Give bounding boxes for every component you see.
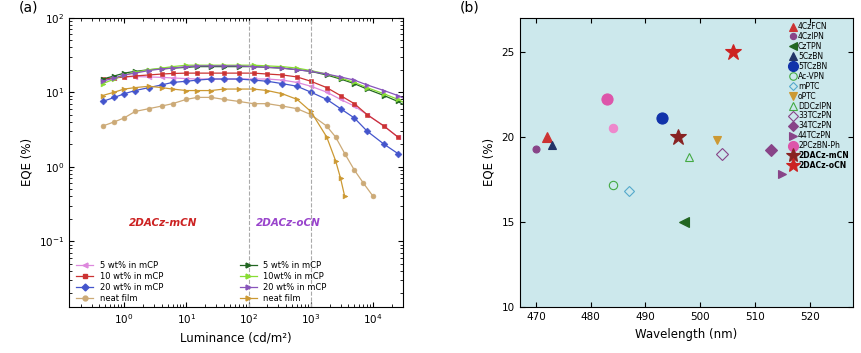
- Text: (b): (b): [459, 1, 479, 15]
- X-axis label: Luminance (cd/m²): Luminance (cd/m²): [180, 331, 291, 344]
- Legend: 5 wt% in mCP, 10wt% in mCP, 20 wt% in mCP, neat film: 5 wt% in mCP, 10wt% in mCP, 20 wt% in mC…: [239, 261, 326, 303]
- Text: 2DACz-oCN: 2DACz-oCN: [256, 218, 320, 228]
- X-axis label: Wavelength (nm): Wavelength (nm): [635, 328, 737, 341]
- Text: (a): (a): [19, 1, 39, 15]
- Y-axis label: EQE (%): EQE (%): [20, 138, 33, 186]
- Legend: 4CzFCN, 4CzIPN, CzTPN, 5CzBN, 5TCzBN, Ac-VPN, mPTC, oPTC, DDCzIPN, 33TCzPN, 34TC: 4CzFCN, 4CzIPN, CzTPN, 5CzBN, 5TCzBN, Ac…: [786, 19, 851, 173]
- Text: 2DACz-mCN: 2DACz-mCN: [129, 218, 197, 228]
- Y-axis label: EQE (%): EQE (%): [482, 138, 495, 186]
